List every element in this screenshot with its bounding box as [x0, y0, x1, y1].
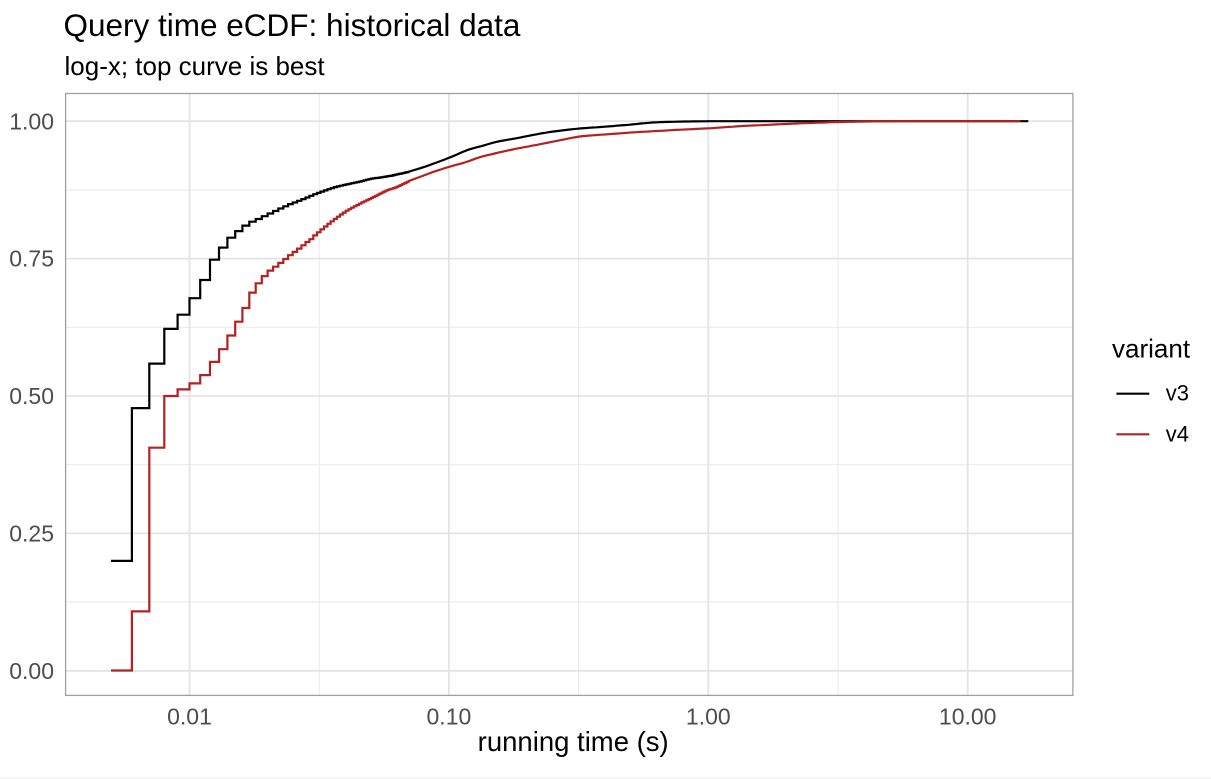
svg-text:0.10: 0.10	[427, 704, 472, 730]
svg-text:variant: variant	[1112, 333, 1191, 363]
svg-text:log-x; top curve is best: log-x; top curve is best	[65, 51, 326, 81]
svg-text:0.01: 0.01	[167, 704, 212, 730]
svg-text:running time (s): running time (s)	[478, 726, 669, 757]
svg-text:1.00: 1.00	[686, 704, 731, 730]
svg-text:v4: v4	[1166, 421, 1189, 446]
svg-text:Query time eCDF: historical da: Query time eCDF: historical data	[64, 7, 521, 43]
svg-text:1.00: 1.00	[9, 108, 54, 134]
svg-text:0.50: 0.50	[9, 383, 54, 409]
svg-text:0.75: 0.75	[9, 246, 54, 272]
svg-text:0.00: 0.00	[9, 658, 54, 684]
svg-text:0.25: 0.25	[9, 521, 54, 547]
svg-text:10.00: 10.00	[939, 704, 997, 730]
svg-text:v3: v3	[1166, 381, 1189, 406]
